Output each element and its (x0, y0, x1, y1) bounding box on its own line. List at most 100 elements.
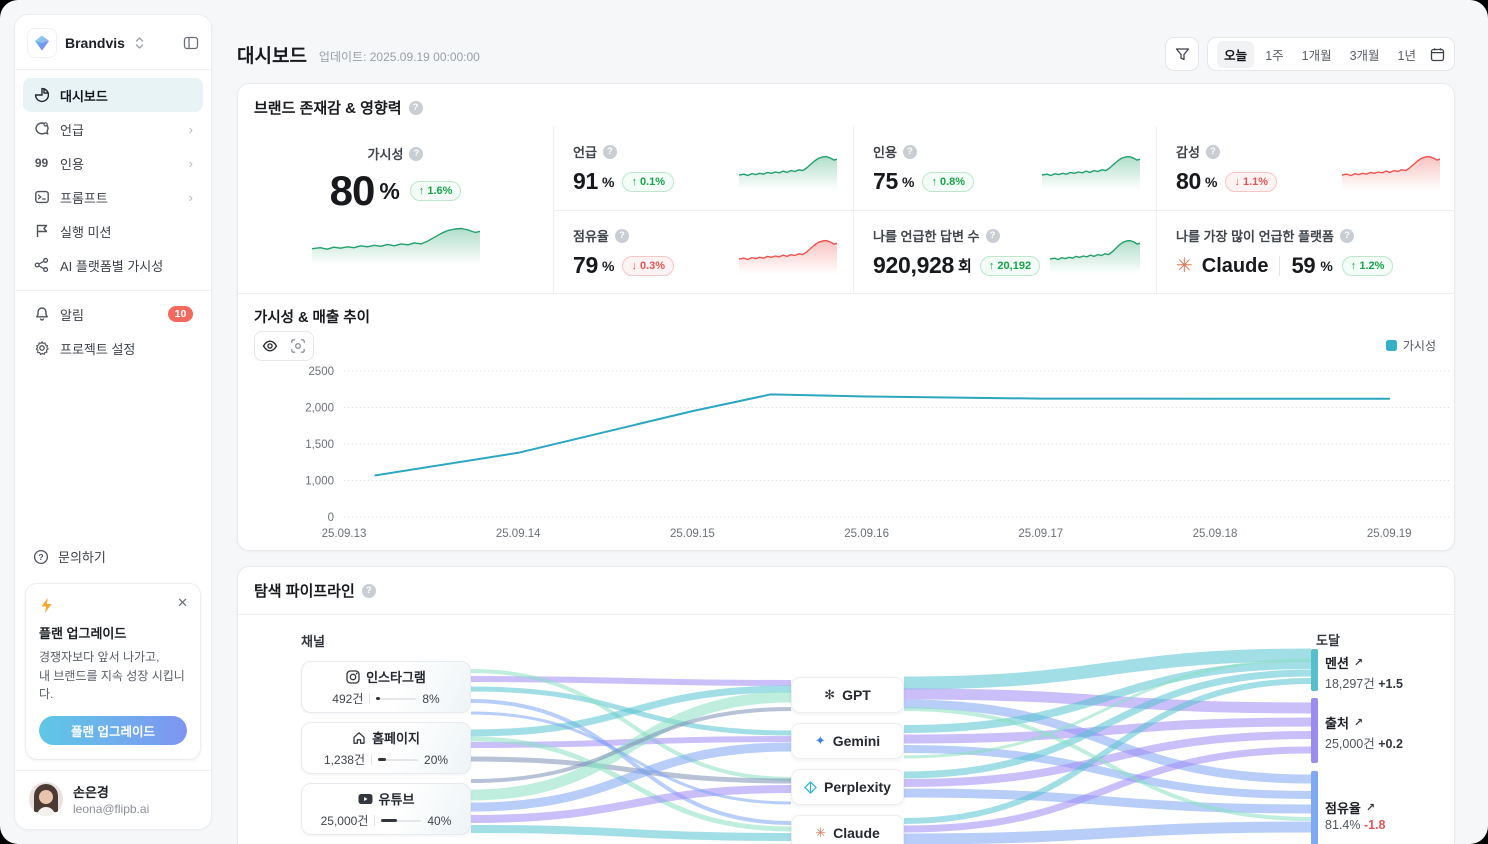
platform-claude[interactable]: ✳ Claude (791, 815, 904, 844)
gem-icon (35, 35, 49, 51)
upgrade-button[interactable]: 플랜 업그레이드 (39, 716, 187, 745)
reach-sources-value: 25,000건 +0.2 (1325, 737, 1403, 751)
help-icon[interactable]: ? (614, 228, 629, 243)
channel-pct: 20% (424, 752, 449, 767)
contact-button[interactable]: ? 문의하기 (15, 538, 211, 575)
channel-youtube[interactable]: 유튜브 25,000건 40% (301, 783, 471, 835)
sidebar-item-citations[interactable]: 99 인용 › (23, 146, 203, 180)
range-today[interactable]: 오늘 (1217, 40, 1255, 68)
sidebar-item-alerts[interactable]: 알림 10 (23, 297, 203, 331)
sidebar-item-label: AI 플랫폼별 가시성 (60, 258, 164, 274)
upgrade-description: 경쟁자보다 앞서 나가고, 내 브랜드를 지속 성장 시킵니다. (39, 650, 185, 702)
sankey-flows (470, 648, 1312, 844)
platform-label: GPT (842, 687, 871, 703)
sparkline (1050, 230, 1140, 274)
reach-sources-label[interactable]: 출처 ↗ (1325, 716, 1364, 731)
reach-share-label[interactable]: 점유율 ↗ (1325, 801, 1376, 816)
kpi-label: 인용 (873, 145, 897, 160)
reach-node-share (1311, 771, 1318, 844)
platform-gemini[interactable]: ✦ Gemini (791, 723, 904, 759)
pipeline-card: 탐색 파이프라인 ? 채널 도달 인스타그램 492건 8% 홈페이지 1,238… (237, 566, 1455, 844)
sidebar-bottom: ? 문의하기 ✕ 플랜 업그레이드 경쟁자보다 앞서 나가고, 내 브랜드를 지… (15, 538, 211, 829)
range-3months[interactable]: 3개월 (1349, 48, 1380, 63)
kpi-value: 75 (873, 168, 898, 194)
eye-toggle-button[interactable] (257, 334, 283, 358)
reach-node-sources (1311, 698, 1318, 763)
help-icon[interactable]: ? (1339, 228, 1354, 243)
delta-badge: ↑ 0.1% (622, 171, 675, 192)
external-arrow-icon: ↗ (1353, 657, 1364, 669)
help-icon[interactable]: ? (602, 144, 617, 159)
user-profile[interactable]: 손은경 leona@flipb.ai (15, 770, 211, 829)
channel-pct: 8% (422, 691, 440, 706)
channel-name: 인스타그램 (366, 670, 426, 685)
kpi-visibility: 가시성? 80 % ↑ 1.6% (238, 126, 553, 293)
sidebar-item-project-settings[interactable]: 프로젝트 설정 (23, 331, 203, 365)
platform-perplexity[interactable]: Perplexity (791, 769, 904, 805)
range-1year[interactable]: 1년 (1397, 48, 1416, 63)
delta-badge: ↓ 0.3% (622, 255, 675, 276)
channel-progress (378, 758, 419, 761)
sparkline (311, 217, 480, 265)
sankey-ribbon (903, 699, 1312, 784)
screenshot-toggle-button[interactable] (285, 334, 311, 358)
trend-chart-title: 가시성 & 매출 추이 (254, 310, 370, 326)
reach-mentions-label[interactable]: 멘션 ↗ (1325, 656, 1364, 671)
channel-homepage[interactable]: 홈페이지 1,238건 20% (301, 722, 471, 774)
platform-gpt[interactable]: ✻ GPT (791, 677, 904, 713)
chat-bubble-icon (33, 121, 50, 137)
sidebar-item-ai-visibility[interactable]: AI 플랫폼별 가시성 (23, 248, 203, 282)
sidebar-item-label: 언급 (60, 122, 84, 138)
sankey-ribbon (470, 711, 792, 805)
sankey-ribbon (470, 742, 792, 812)
kpi-value: 59 (1291, 253, 1316, 278)
channel-instagram[interactable]: 인스타그램 492건 8% (301, 661, 471, 713)
help-icon[interactable]: ? (361, 583, 376, 598)
section-title: 탐색 파이프라인 (254, 583, 355, 600)
workspace-switcher[interactable]: Brandvis (15, 15, 211, 69)
help-icon[interactable]: ? (409, 146, 424, 161)
gpt-icon: ✻ (824, 687, 836, 702)
help-icon[interactable]: ? (1205, 144, 1220, 159)
sidebar-collapse-icon[interactable] (183, 35, 199, 51)
brandvis-logo (27, 28, 57, 58)
help-icon[interactable]: ? (902, 144, 917, 159)
help-icon[interactable]: ? (408, 100, 423, 115)
brand-name: Brandvis (65, 35, 125, 51)
chart-legend: 가시성 (1385, 337, 1436, 354)
sidebar-item-mentions[interactable]: 언급 › (23, 112, 203, 146)
sidebar-item-missions[interactable]: 실행 미션 (23, 214, 203, 248)
filter-button[interactable] (1165, 37, 1200, 71)
sidebar-item-label: 프롬프트 (60, 190, 108, 206)
page-header: 대시보드 업데이트: 2025.09.19 00:00:00 오늘 1주 1개월… (237, 37, 1455, 71)
calendar-icon[interactable] (1430, 47, 1445, 62)
divider (553, 209, 1454, 211)
sidebar-item-dashboard[interactable]: 대시보드 (23, 78, 203, 112)
y-tick-label: 1,500 (305, 439, 334, 451)
close-icon[interactable]: ✕ (177, 595, 188, 611)
sankey-ribbon (470, 736, 792, 832)
divider (15, 69, 211, 70)
help-icon[interactable]: ? (985, 228, 1000, 243)
visibility-line-chart[interactable]: 2500 2,000 1,500 1,000 0 25.09.13 25.09.14 25.0… (241, 361, 1453, 549)
sankey-ribbon (903, 707, 1312, 821)
range-1month[interactable]: 1개월 (1301, 48, 1332, 63)
brand-presence-card: 브랜드 존재감 & 영향력 ? 가시성? 80 % ↑ 1.6% 언급? 91%… (237, 83, 1455, 551)
kpi-label: 점유율 (573, 229, 609, 244)
sankey-ribbon (470, 676, 792, 686)
visibility-series-line (374, 393, 1391, 477)
sankey-ribbon (903, 661, 1312, 733)
channel-name: 유튜브 (378, 792, 415, 807)
platform-label: Gemini (832, 733, 881, 749)
sankey-ribbon (903, 821, 1312, 844)
range-1week[interactable]: 1주 (1265, 48, 1284, 63)
sidebar: Brandvis 대시보드 언급 › 99 인용 › (14, 14, 212, 830)
upgrade-title: 플랜 업그레이드 (39, 626, 127, 642)
divider (1279, 256, 1281, 276)
sankey-ribbon (903, 731, 1312, 787)
page-title: 대시보드 (237, 45, 307, 67)
user-name: 손은경 (73, 785, 109, 800)
platform-label: Claude (833, 825, 880, 841)
sidebar-item-prompts[interactable]: 프롬프트 › (23, 180, 203, 214)
